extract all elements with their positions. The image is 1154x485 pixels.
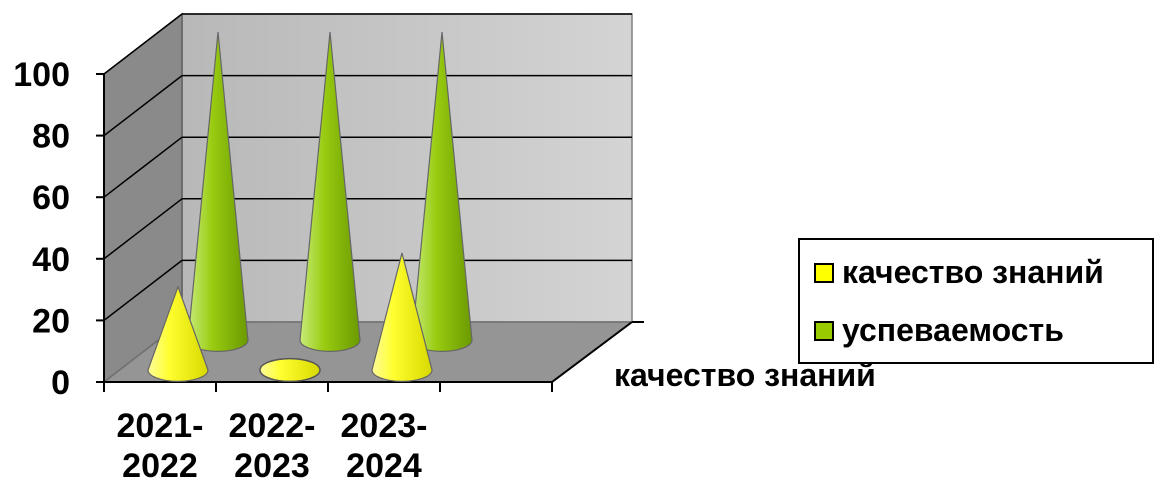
x-category-label: 2022-2023 — [229, 407, 316, 485]
y-tick-label: 0 — [51, 364, 70, 402]
legend-label: качество знаний — [842, 254, 1104, 290]
gridline — [103, 198, 183, 260]
cones — [147, 31, 473, 383]
cone-3-kachestvo — [371, 252, 433, 382]
y-tick-label: 60 — [32, 179, 70, 217]
gridline — [103, 13, 183, 75]
gridline — [103, 75, 183, 137]
cone-2-kachestvo-base — [259, 357, 321, 383]
cone-3-kachestvo-body — [371, 252, 433, 382]
x-category-label: 2023-2024 — [341, 407, 428, 485]
cone-1-kachestvo — [147, 285, 209, 382]
y-tick-label: 40 — [32, 241, 70, 279]
legend: качество знаний успеваемость — [798, 238, 1154, 364]
axis-lines — [103, 74, 644, 392]
legend-label: успеваемость — [842, 312, 1064, 348]
y-tick-label: 80 — [32, 118, 70, 156]
x-category-label: 2021-2022 — [117, 407, 204, 485]
x-axis-categories: 2021-2022 2022-2023 2023-2024 — [117, 407, 428, 485]
cone-1-kachestvo-body — [147, 285, 209, 382]
depth-axis-line — [551, 321, 633, 383]
gridline — [103, 259, 183, 321]
legend-swatch-green — [814, 320, 834, 341]
gridlines — [103, 13, 632, 321]
y-tick-label: 100 — [13, 56, 70, 94]
cone-2-uspevaemost — [299, 31, 361, 352]
legend-item-series-2: успеваемость — [814, 312, 1064, 349]
y-axis-ticks: 0 20 40 60 80 100 — [13, 56, 104, 402]
cone-2-kachestvo — [259, 357, 321, 383]
legend-swatch-yellow — [814, 262, 834, 283]
legend-item-series-1: качество знаний — [814, 254, 1104, 291]
gridline — [103, 136, 183, 198]
cone-2-uspevaemost-body — [299, 31, 361, 352]
y-tick-label: 20 — [32, 302, 70, 340]
